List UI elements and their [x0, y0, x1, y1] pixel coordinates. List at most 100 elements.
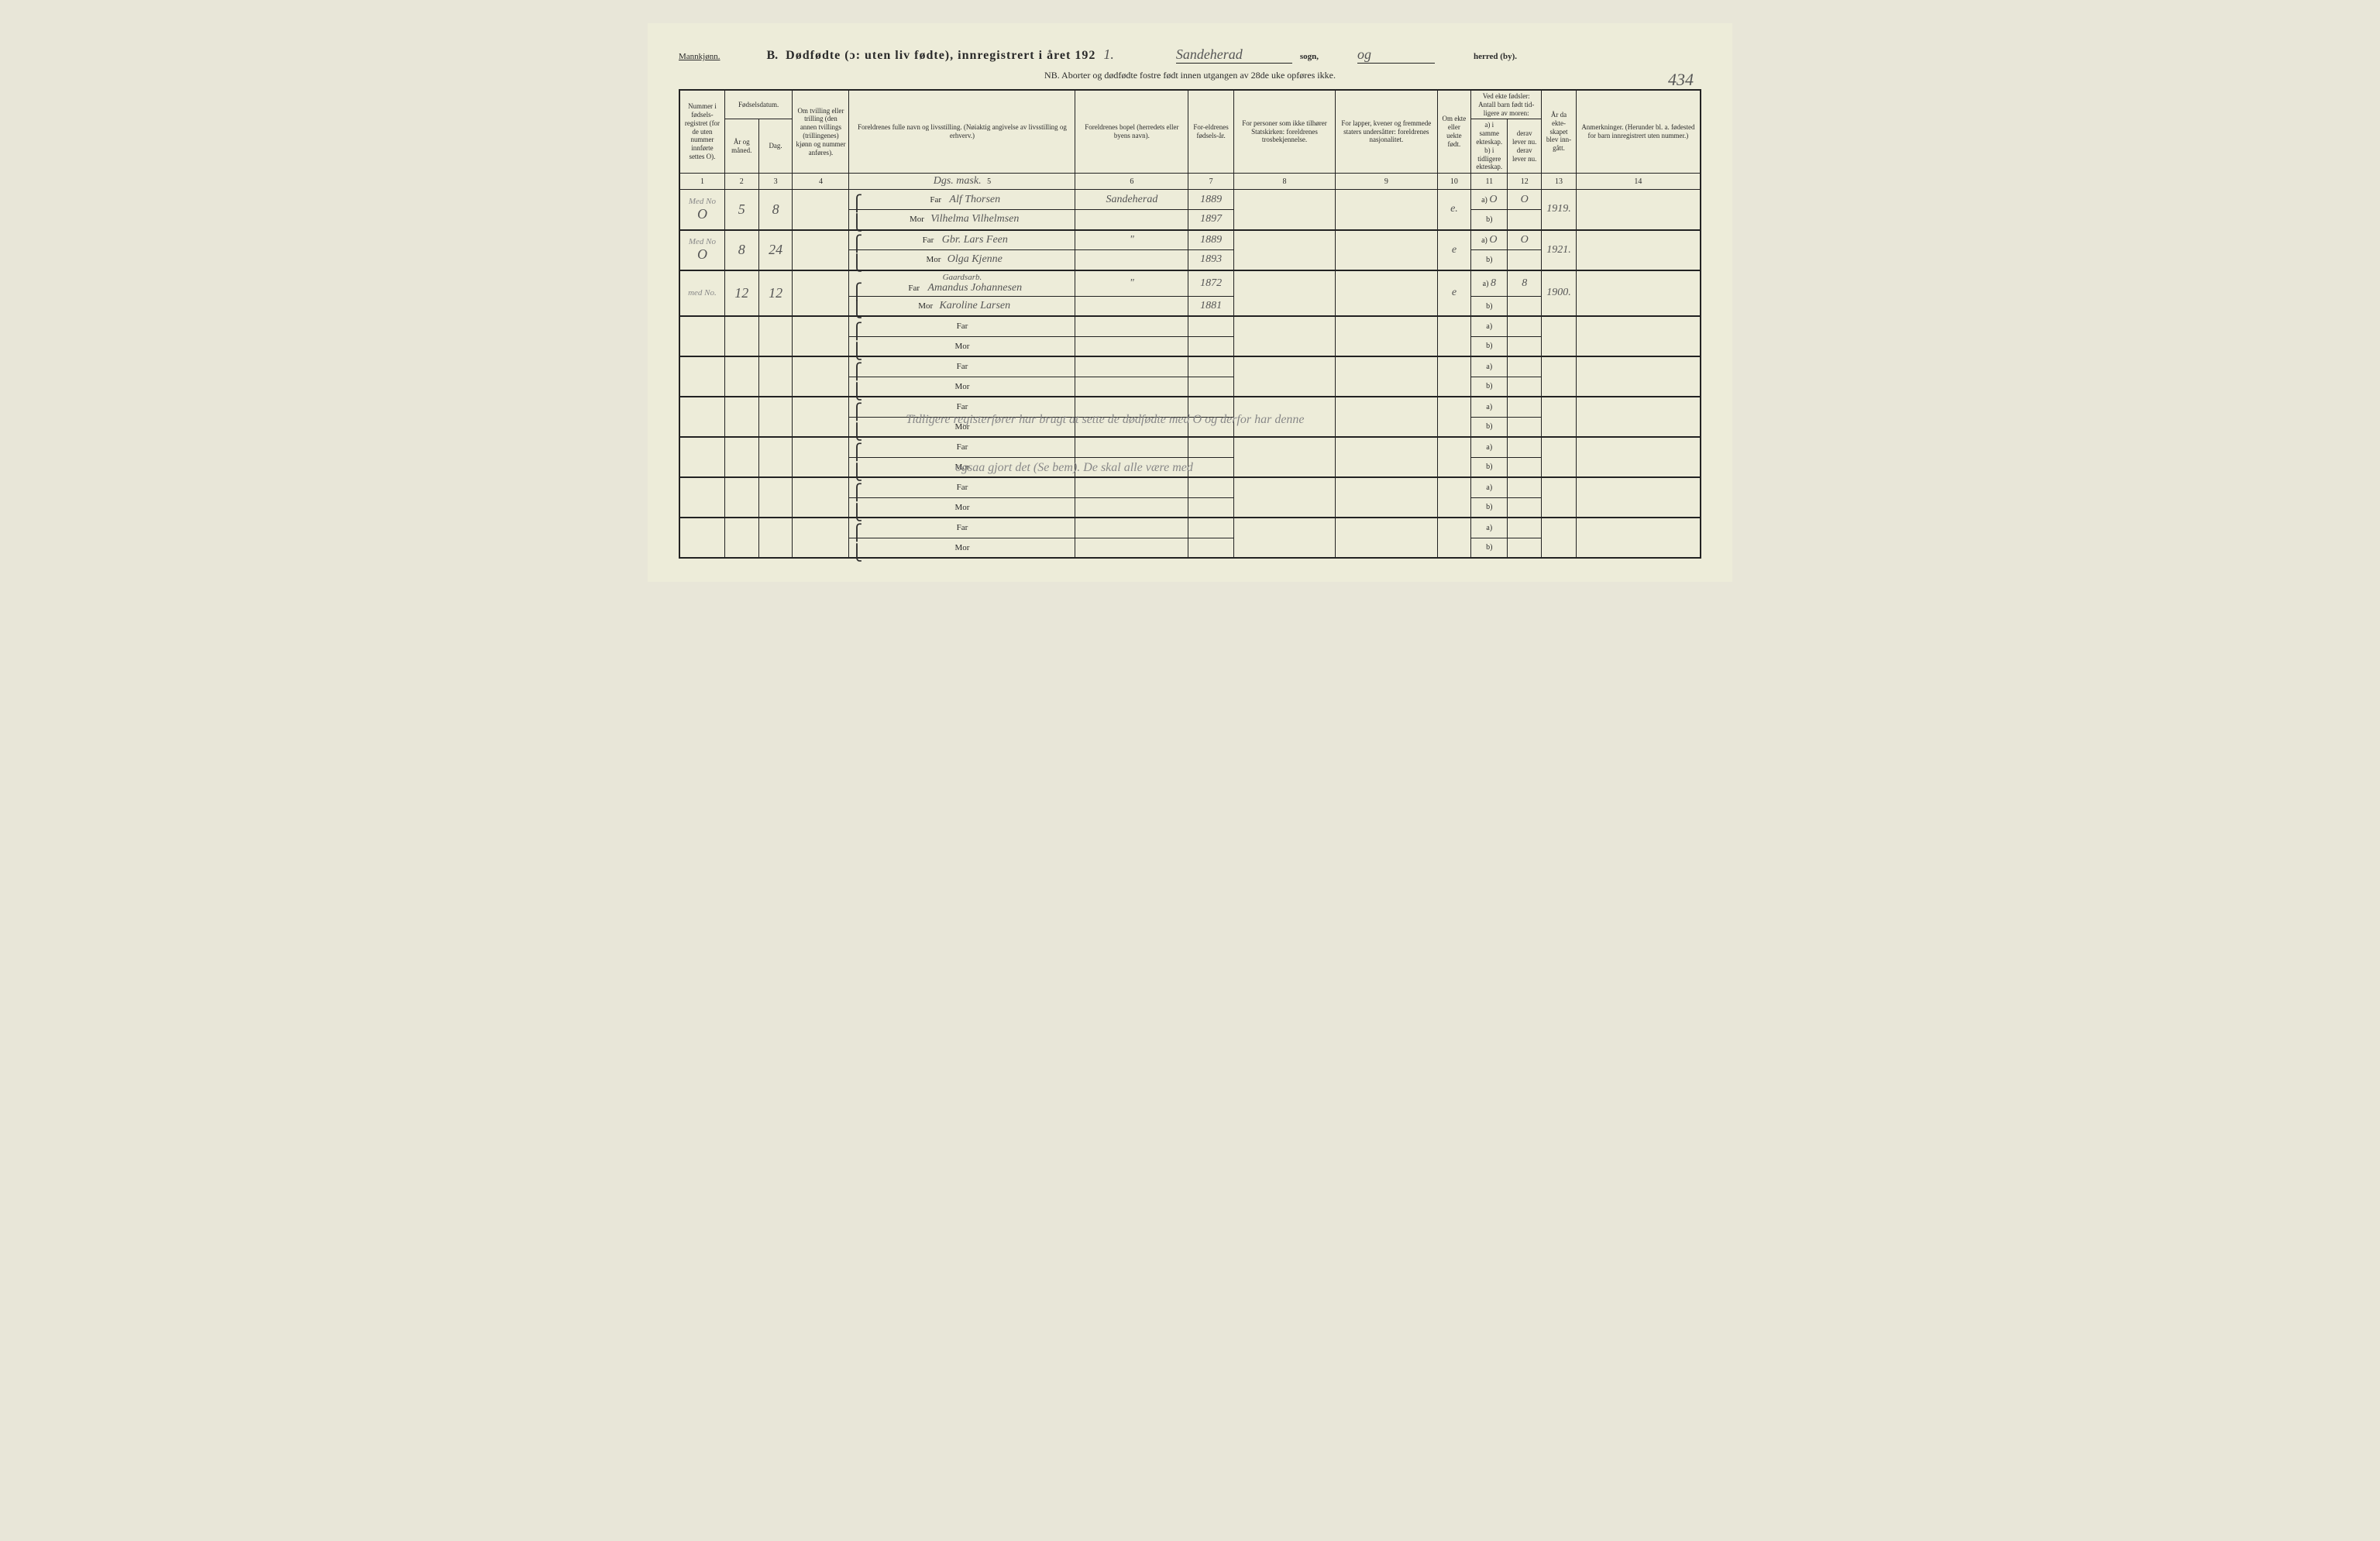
cell-remarks	[1576, 437, 1701, 477]
cell-c8	[1233, 316, 1335, 356]
page-number: 434	[1668, 70, 1694, 90]
cell-remarks	[1576, 356, 1701, 397]
cell-bopel: "	[1075, 230, 1188, 250]
cell-a-lever: 8	[1508, 270, 1542, 297]
col-3-header: Dag.	[758, 119, 793, 174]
cell-month	[724, 477, 758, 518]
cell-twin	[793, 270, 849, 317]
colnum: 13	[1542, 174, 1577, 190]
cell-year-married: 1919.	[1542, 190, 1577, 230]
cell-bopel-mor	[1075, 538, 1188, 558]
cell-mor-year: 1893	[1188, 250, 1233, 270]
cell-bopel-mor	[1075, 417, 1188, 437]
cell-c8	[1233, 477, 1335, 518]
table-row: ⎧Far a)	[679, 437, 1701, 457]
cell-b: b)	[1471, 497, 1508, 518]
cell-ekte: e	[1437, 270, 1471, 317]
cell-year-married: 1921.	[1542, 230, 1577, 270]
cell-far: ⎧Far Gbr. Lars Feen	[849, 230, 1075, 250]
register-table: Nummer i fødsels-registret (for de uten …	[679, 89, 1701, 559]
cell-num	[679, 397, 724, 437]
table-row: med No. 12 12 Gaardsarb. ⎧Far Amandus Jo…	[679, 270, 1701, 297]
cell-far: Gaardsarb. ⎧Far Amandus Johannesen	[849, 270, 1075, 297]
col-11-header: a) i samme ekteskap. b) i tidligere ekte…	[1471, 119, 1508, 174]
cell-ekte	[1437, 397, 1471, 437]
cell-mor: ⎩Mor	[849, 538, 1075, 558]
col-11-12-top: Ved ekte fødsler: Antall barn født tid-l…	[1471, 90, 1542, 119]
col-2-header: År og måned.	[724, 119, 758, 174]
cell-far: ⎧Far Tidligere registerfører har brugt a…	[849, 397, 1075, 417]
cell-num	[679, 518, 724, 558]
cell-twin	[793, 437, 849, 477]
cell-ekte	[1437, 316, 1471, 356]
cell-b-lever	[1508, 457, 1542, 477]
cell-day: 12	[758, 270, 793, 317]
cell-a-lever	[1508, 316, 1542, 336]
gender-label: Mannkjønn.	[679, 52, 720, 61]
cell-month: 12	[724, 270, 758, 317]
cell-num	[679, 356, 724, 397]
cell-mor: ⎩Mor ogsaa gjort det (Se bem). De skal a…	[849, 457, 1075, 477]
cell-bopel-mor	[1075, 457, 1188, 477]
cell-num	[679, 477, 724, 518]
cell-c9	[1336, 356, 1437, 397]
cell-remarks	[1576, 316, 1701, 356]
table-row: ⎧Far Tidligere registerfører har brugt a…	[679, 397, 1701, 417]
cell-mor: ⎩Mor Vilhelma Vilhelmsen	[849, 210, 1075, 230]
col-14-header: Anmerkninger. (Herunder bl. a. fødested …	[1576, 90, 1701, 174]
cell-day	[758, 518, 793, 558]
table-row: Med No O 8 24 ⎧Far Gbr. Lars Feen " 1889…	[679, 230, 1701, 250]
cell-year-married	[1542, 316, 1577, 356]
cell-ekte: e.	[1437, 190, 1471, 230]
cell-c9	[1336, 316, 1437, 356]
cell-num: Med No O	[679, 190, 724, 230]
cell-year-married	[1542, 437, 1577, 477]
cell-month	[724, 437, 758, 477]
cell-month	[724, 356, 758, 397]
cell-mor-year: 1881	[1188, 296, 1233, 316]
col-2-3-top: Fødselsdatum.	[724, 90, 793, 119]
cell-mor: ⎩Mor	[849, 336, 1075, 356]
cell-bopel	[1075, 477, 1188, 497]
cell-a: a)	[1471, 397, 1508, 417]
cell-far: ⎧Far	[849, 518, 1075, 538]
cell-bopel	[1075, 356, 1188, 377]
cell-far: ⎧Far Alf Thorsen	[849, 190, 1075, 210]
cell-ekte: e	[1437, 230, 1471, 270]
cell-mor-year	[1188, 377, 1233, 397]
cell-mor: ⎩Mor Karoline Larsen	[849, 296, 1075, 316]
cell-bopel-mor	[1075, 377, 1188, 397]
cell-a: a)	[1471, 316, 1508, 336]
cell-day: 8	[758, 190, 793, 230]
cell-num: Med No O	[679, 230, 724, 270]
cell-twin	[793, 230, 849, 270]
nb-text: NB. Aborter og dødfødte fostre født inne…	[679, 70, 1701, 81]
col-12-header: derav lever nu. derav lever nu.	[1508, 119, 1542, 174]
cell-far-year	[1188, 477, 1233, 497]
cell-b: b)	[1471, 377, 1508, 397]
cell-c8	[1233, 190, 1335, 230]
cell-a-lever: O	[1508, 230, 1542, 250]
cell-b: b)	[1471, 457, 1508, 477]
table-body: Med No O 5 8 ⎧Far Alf Thorsen Sandeherad…	[679, 190, 1701, 559]
cell-year-married	[1542, 518, 1577, 558]
cell-mor-year	[1188, 417, 1233, 437]
cell-a: a) O	[1471, 230, 1508, 250]
colnum: 3	[758, 174, 793, 190]
cell-far-year: 1889	[1188, 190, 1233, 210]
col-7-header: For-eldrenes fødsels-år.	[1188, 90, 1233, 174]
cell-a-lever	[1508, 397, 1542, 417]
table-row: ⎧Far a)	[679, 316, 1701, 336]
cell-b: b)	[1471, 336, 1508, 356]
cell-bopel-mor	[1075, 296, 1188, 316]
cell-c9	[1336, 437, 1437, 477]
cell-b: b)	[1471, 210, 1508, 230]
cell-day	[758, 477, 793, 518]
cell-a-lever	[1508, 477, 1542, 497]
table-row: Med No O 5 8 ⎧Far Alf Thorsen Sandeherad…	[679, 190, 1701, 210]
header-line: Mannkjønn. B. Dødfødte (ɔ: uten liv født…	[679, 46, 1701, 64]
cell-bopel	[1075, 518, 1188, 538]
cell-mor-year: 1897	[1188, 210, 1233, 230]
cell-twin	[793, 316, 849, 356]
cell-a: a)	[1471, 518, 1508, 538]
